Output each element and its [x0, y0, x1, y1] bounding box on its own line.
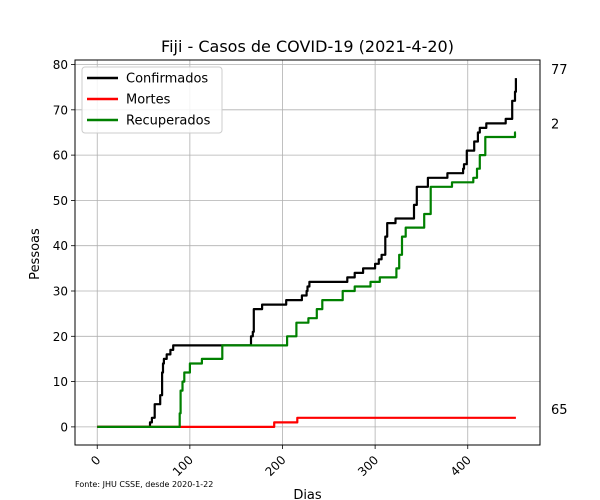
y-tick-label: 30 — [53, 285, 68, 299]
y-tick-label: 40 — [53, 239, 68, 253]
x-axis: 0 100 200 300 400 — [88, 445, 474, 479]
series-line-confirmados — [97, 78, 517, 428]
y-tick-label: 70 — [53, 103, 68, 117]
end-labels: 77 65 2 — [551, 63, 568, 418]
y-tick-label: 50 — [53, 194, 68, 208]
x-tick-label: 0 — [88, 453, 103, 468]
end-label: 2 — [551, 117, 559, 132]
y-tick-label: 80 — [53, 58, 68, 72]
x-tick-label: 300 — [355, 453, 381, 479]
grid — [75, 60, 540, 445]
y-axis: 0 10 20 30 40 50 60 70 80 — [53, 58, 75, 434]
series-lines — [97, 78, 517, 428]
end-label: 65 — [551, 403, 568, 418]
x-tick-label: 400 — [448, 453, 474, 479]
legend-box — [81, 66, 223, 134]
legend-entry: Mortes — [126, 93, 171, 108]
legend: Confirmados Mortes Recuperados — [81, 66, 223, 134]
legend-entry: Confirmados — [126, 72, 208, 87]
x-tick-label: 100 — [170, 453, 196, 479]
y-axis-label: Pessoas — [28, 228, 43, 280]
y-tick-label: 20 — [53, 330, 68, 344]
series-line-recuperados — [97, 131, 517, 428]
y-tick-label: 0 — [60, 420, 68, 434]
source-note: Fonte: JHU CSSE, desde 2020-1-22 — [75, 480, 213, 489]
x-tick-label: 200 — [263, 453, 289, 479]
legend-entry: Recuperados — [126, 114, 211, 129]
end-label: 77 — [551, 63, 568, 78]
y-tick-label: 10 — [53, 375, 68, 389]
y-tick-label: 60 — [53, 149, 68, 163]
chart-title: Fiji - Casos de COVID-19 (2021-4-20) — [161, 37, 454, 56]
series-line-mortes — [97, 416, 516, 428]
plot-frame — [74, 59, 541, 446]
x-axis-label: Dias — [293, 488, 322, 500]
